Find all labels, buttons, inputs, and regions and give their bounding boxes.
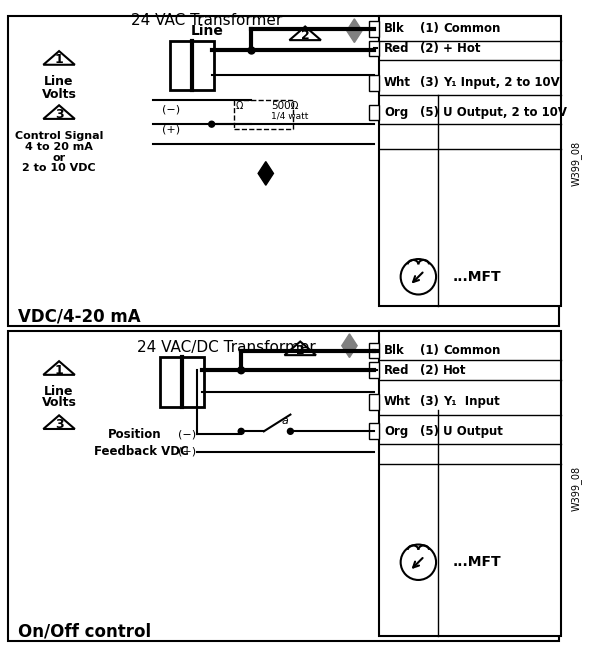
Text: 4 to 20 mA: 4 to 20 mA [25,142,93,152]
Bar [192,40,214,90]
Text: Y₁  Input: Y₁ Input [443,395,500,408]
Text: Line: Line [190,23,223,38]
Bar [369,423,379,439]
Text: + Hot: + Hot [443,42,481,55]
Bar [182,357,204,407]
Text: Line: Line [44,76,74,89]
Text: 2: 2 [301,29,309,42]
Bar [8,331,559,641]
Text: 3: 3 [55,418,63,431]
Text: VDC/4-20 mA: VDC/4-20 mA [18,307,140,325]
Bar [161,357,182,407]
Text: (5): (5) [420,425,439,438]
Text: (+): (+) [162,124,180,134]
Polygon shape [258,161,273,186]
Bar [8,16,559,326]
Text: U Output, 2 to 10V: U Output, 2 to 10V [443,106,567,119]
Text: (−): (−) [178,429,196,439]
Text: Common: Common [443,344,500,357]
Bar [369,342,379,359]
Bar [170,40,192,90]
Text: 1/4 watt: 1/4 watt [270,112,308,121]
Circle shape [238,428,244,434]
Text: Feedback VDC: Feedback VDC [94,445,188,458]
Bar [369,394,379,409]
Text: Volts: Volts [42,88,76,101]
Text: Wht: Wht [384,76,411,89]
Text: Red: Red [384,364,410,377]
Text: (1): (1) [420,22,439,35]
Text: ...MFT: ...MFT [453,270,501,284]
Text: Blk: Blk [384,22,405,35]
Text: (+): (+) [178,447,196,457]
Text: (2): (2) [420,364,439,377]
Circle shape [238,367,245,374]
Text: (3): (3) [420,76,439,89]
Text: W399_08: W399_08 [570,466,581,511]
Text: (−): (−) [162,104,180,115]
Text: (1): (1) [420,344,439,357]
Text: Y₁ Input, 2 to 10V: Y₁ Input, 2 to 10V [443,76,560,89]
Text: Hot: Hot [443,364,466,377]
Text: (3): (3) [420,395,439,408]
Text: 500Ω: 500Ω [270,102,298,111]
Text: Org: Org [384,425,408,438]
Text: ...MFT: ...MFT [453,555,501,569]
Bar [369,21,379,36]
Polygon shape [341,334,357,357]
Text: U Output: U Output [443,425,503,438]
Text: Blk: Blk [384,344,405,357]
Text: Line: Line [44,385,74,398]
Bar [379,16,561,307]
Circle shape [209,121,214,127]
Bar [234,100,293,129]
Text: 1: 1 [55,53,63,66]
Bar [369,75,379,90]
Text: Control Signal: Control Signal [15,131,103,141]
Circle shape [287,428,293,434]
Polygon shape [347,19,362,42]
Text: Wht: Wht [384,395,411,408]
Text: W399_08: W399_08 [570,141,581,186]
Text: (5): (5) [420,106,439,119]
Text: or: or [53,153,66,163]
Text: 1: 1 [55,363,63,376]
Bar [369,363,379,378]
Bar [369,40,379,56]
Text: 24 VAC/DC Transformer: 24 VAC/DC Transformer [137,340,316,355]
Bar [369,105,379,120]
Text: a: a [282,417,289,426]
Text: Red: Red [384,42,410,55]
Text: On/Off control: On/Off control [18,622,151,640]
Text: 24 VAC Transformer: 24 VAC Transformer [131,13,282,29]
Text: 2: 2 [296,344,304,357]
Text: Position: Position [108,428,162,441]
Text: Org: Org [384,106,408,119]
Text: (2): (2) [420,42,439,55]
Text: 2 to 10 VDC: 2 to 10 VDC [22,163,96,173]
Text: 3: 3 [55,107,63,120]
Text: Common: Common [443,22,500,35]
Bar [379,331,561,636]
Text: Ω: Ω [236,102,243,111]
Text: Volts: Volts [42,396,76,409]
